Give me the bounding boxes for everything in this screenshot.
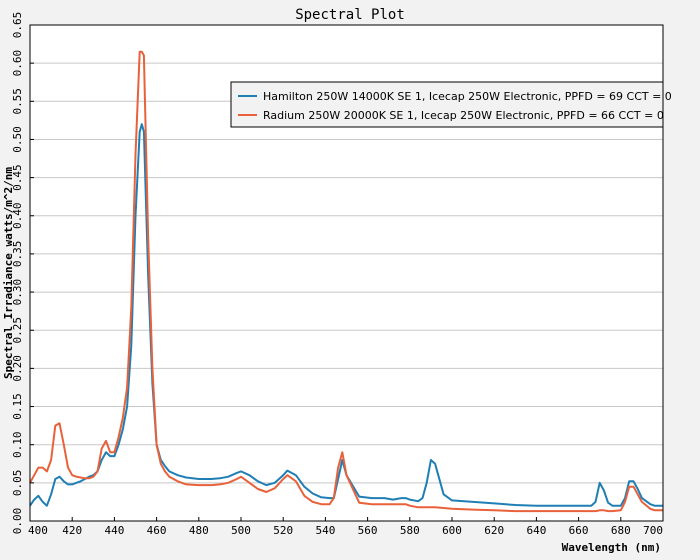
legend-box [230, 81, 664, 128]
x-tick-label: 540 [315, 524, 335, 537]
y-tick-label: 0.35 [11, 241, 24, 268]
x-axis-title: Wavelength (nm) [562, 541, 661, 554]
plot-frame [29, 24, 664, 522]
x-tick-label: 420 [62, 524, 82, 537]
series-lines [29, 50, 663, 513]
y-tick-label: 0.05 [11, 470, 24, 497]
y-tick-label: 0.55 [11, 88, 24, 115]
x-tick-label: 500 [231, 524, 251, 537]
axis-ticks: 400 420 440 460 480 500 520 540 560 580 600 620 640 6… [11, 12, 664, 537]
y-tick-label: 0.25 [11, 317, 24, 344]
y-tick-label: 0.30 [11, 279, 24, 306]
x-tick-label: 640 [526, 524, 546, 537]
series-line-2 [29, 50, 663, 513]
x-tick-label: 660 [569, 524, 589, 537]
x-tick-label: 440 [104, 524, 124, 537]
chart-title: Spectral Plot [295, 7, 405, 23]
x-tick-label: 580 [400, 524, 420, 537]
y-tick-label: 0.50 [11, 126, 24, 153]
x-tick-label: 560 [358, 524, 378, 537]
legend-label-1: Hamilton 250W 14000K SE 1, Icecap 250W E… [263, 90, 672, 103]
y-tick-label: 0.20 [11, 355, 24, 382]
x-tick-label: 600 [442, 524, 462, 537]
y-tick-label: 0.40 [11, 203, 24, 230]
y-tick-label: 0.00 [11, 508, 24, 535]
y-tick-label: 0.10 [11, 431, 24, 458]
legend: Hamilton 250W 14000K SE 1, Icecap 250W E… [230, 81, 672, 128]
x-tick-label: 480 [189, 524, 209, 537]
x-tick-label: 680 [611, 524, 631, 537]
x-tick-label: 460 [147, 524, 167, 537]
x-tick-label: 400 [28, 524, 48, 537]
x-tick-label: 620 [484, 524, 504, 537]
x-tick-label: 700 [643, 524, 663, 537]
x-tick-label: 520 [273, 524, 293, 537]
y-tick-label: 0.45 [11, 164, 24, 191]
y-axis-title: Spectral Irradiance watts/m^2/nm [2, 167, 15, 379]
y-tick-label: 0.65 [11, 12, 24, 39]
y-tick-label: 0.15 [11, 393, 24, 420]
y-tick-label: 0.60 [11, 50, 24, 77]
legend-label-2: Radium 250W 20000K SE 1, Icecap 250W Ele… [263, 109, 664, 122]
